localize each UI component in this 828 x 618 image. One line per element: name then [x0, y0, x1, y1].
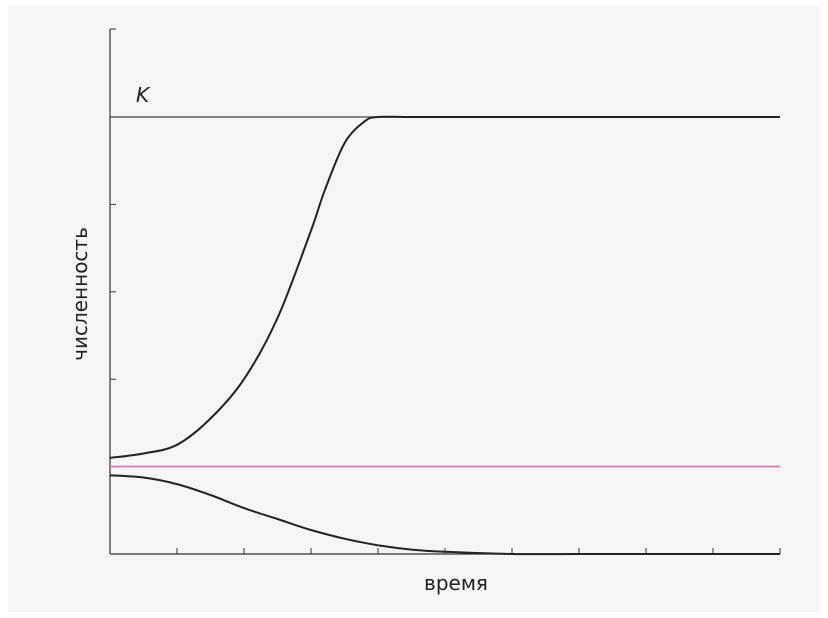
- y-axis-label: численность: [68, 227, 92, 361]
- chart-background: время численность K: [8, 6, 820, 612]
- x-axis-label: время: [424, 571, 488, 595]
- growth-curve: [109, 115, 780, 459]
- axes: [109, 28, 781, 555]
- chart: время численность K: [68, 28, 781, 595]
- k-line-label: K: [136, 83, 151, 107]
- decline-curve: [109, 474, 780, 556]
- reference-lines: [110, 116, 780, 468]
- series: [109, 115, 780, 556]
